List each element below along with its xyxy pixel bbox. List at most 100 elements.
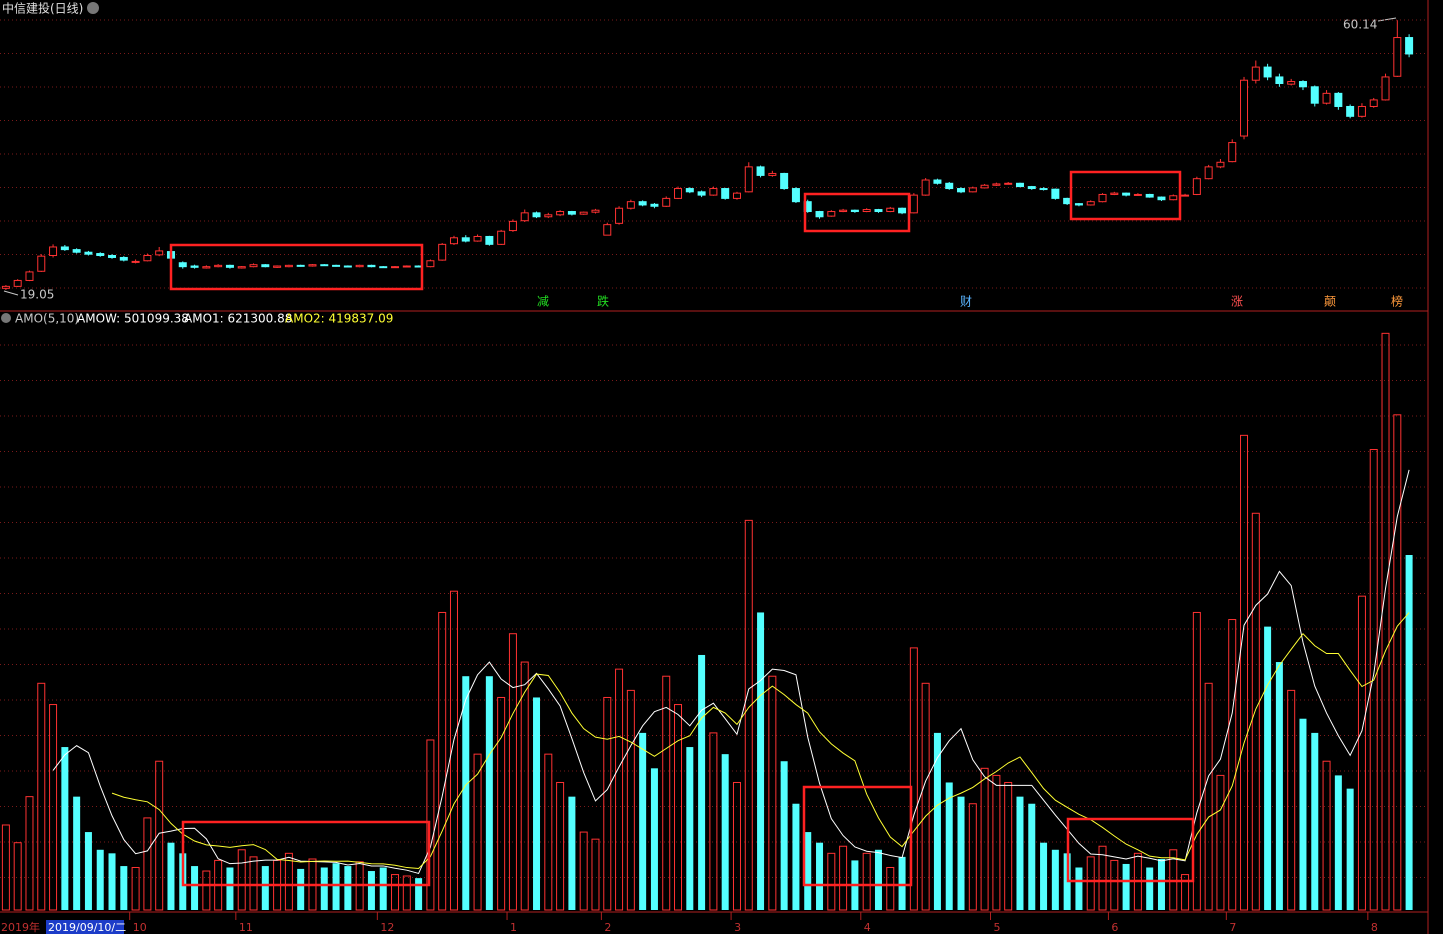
candle-body <box>143 255 152 262</box>
amount-bar <box>473 753 482 911</box>
amount-bar <box>191 866 199 910</box>
highlight-box <box>802 785 913 887</box>
x-tick-label: 3 <box>734 921 741 934</box>
candle-body <box>992 183 1001 186</box>
candle-body <box>886 207 895 213</box>
highlight-box <box>803 192 911 233</box>
candle-body <box>284 264 293 268</box>
candle-body <box>1393 37 1402 77</box>
amount-bar <box>662 675 671 911</box>
amount-bar <box>709 732 718 911</box>
candle-body <box>650 203 659 207</box>
highlight-box <box>1069 170 1182 221</box>
candle-body <box>426 260 435 268</box>
amount-bar <box>792 803 800 910</box>
candle-body <box>13 279 22 287</box>
candle-body <box>1381 76 1390 101</box>
candle-body <box>709 188 718 196</box>
candle-body <box>84 251 93 255</box>
candle-body <box>308 264 317 267</box>
amount-bar <box>367 871 375 910</box>
candle-body <box>791 188 800 203</box>
candle-body <box>332 264 341 267</box>
candle-body <box>1346 105 1355 117</box>
candle-body <box>697 191 706 196</box>
amount-bar <box>1016 796 1024 910</box>
candle-body <box>874 209 883 213</box>
candle-body <box>662 197 671 207</box>
title-icon[interactable] <box>87 2 99 14</box>
amount-bar <box>462 676 470 910</box>
candle-body <box>1086 201 1095 206</box>
candle-body <box>850 209 859 213</box>
candle-body <box>1334 92 1343 107</box>
candle-body <box>603 224 612 236</box>
amount-bar <box>379 867 387 910</box>
x-tick-label: 2 <box>604 921 611 934</box>
amount-bar <box>1299 718 1307 910</box>
amount-bar <box>508 633 517 911</box>
amount-bar <box>744 519 753 911</box>
amount-bar <box>1086 856 1095 911</box>
amount-bar <box>721 754 729 910</box>
candle-body <box>520 212 529 222</box>
candle-body <box>945 182 954 190</box>
amount-bar <box>1192 611 1201 911</box>
amount-bar <box>816 842 824 910</box>
candle-body <box>980 184 989 189</box>
amount-bar <box>143 817 152 911</box>
event-marker[interactable]: 财 <box>960 295 972 309</box>
amount-bar <box>1098 845 1107 911</box>
amount-bar <box>84 832 92 910</box>
amount-bar <box>827 852 836 911</box>
event-marker[interactable]: 榜 <box>1391 294 1403 309</box>
event-marker[interactable]: 颠 <box>1324 294 1336 309</box>
x-tick-label: 4 <box>864 921 871 934</box>
candle-body <box>355 264 364 268</box>
amount-bar <box>568 796 576 910</box>
amount-bar <box>1204 682 1213 911</box>
low-arrow <box>3 290 19 296</box>
amount-bar <box>1122 863 1130 910</box>
amount-bar <box>757 612 765 910</box>
candle-body <box>1369 99 1378 107</box>
candle-body <box>237 266 246 269</box>
amount-bar <box>1028 803 1036 910</box>
candle-body <box>1228 142 1237 163</box>
amount-bar <box>921 682 930 911</box>
amount-bar <box>698 654 706 910</box>
candle-body <box>155 250 164 256</box>
indicator-value: AMO2: 419837.09 <box>285 312 393 326</box>
candle-body <box>1169 195 1178 201</box>
candle-body <box>685 188 694 193</box>
candle-body <box>1074 203 1083 206</box>
amount-bar <box>402 875 411 911</box>
amount-bar <box>898 856 906 910</box>
candle-body <box>1133 193 1142 196</box>
amount-bar <box>120 866 128 910</box>
amount-bar <box>957 796 965 910</box>
event-marker[interactable]: 涨 <box>1231 294 1243 309</box>
amount-bar <box>297 868 305 910</box>
event-marker[interactable]: 减 <box>537 295 549 309</box>
candle-body <box>402 265 411 268</box>
amount-bar <box>1264 626 1272 910</box>
candle-body <box>1157 196 1166 201</box>
amount-bar <box>732 781 741 911</box>
amount-bar <box>261 866 269 910</box>
candle-body <box>591 209 600 213</box>
candle-body <box>485 235 494 245</box>
amount-bar <box>615 668 624 911</box>
amount-bar <box>237 849 246 911</box>
amount-bar <box>579 831 588 911</box>
amount-bar <box>391 874 400 911</box>
amount-bar <box>768 675 777 911</box>
amount-bar <box>1346 788 1354 910</box>
candle-body <box>497 230 506 245</box>
indicator-icon[interactable] <box>1 313 11 323</box>
candle-body <box>367 264 376 268</box>
candle-body <box>1357 105 1366 117</box>
event-marker[interactable]: 跌 <box>597 294 609 309</box>
candle-body <box>108 255 117 258</box>
amount-bar <box>556 781 565 911</box>
